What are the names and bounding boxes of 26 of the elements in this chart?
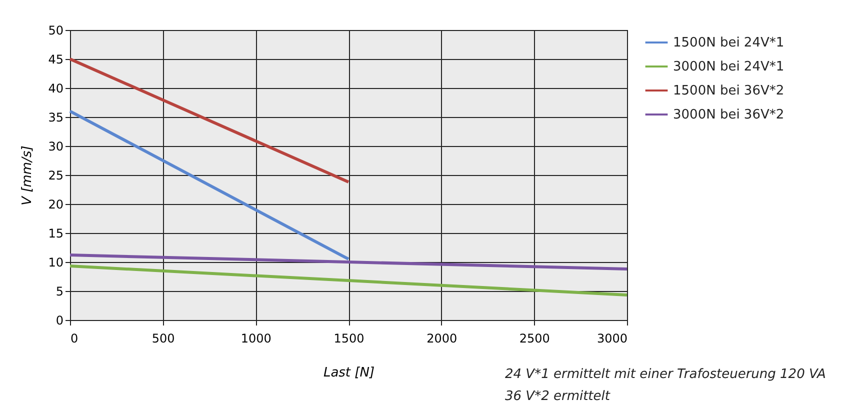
x-tick-label: 2500 [519, 332, 550, 346]
x-tick-label: 1000 [240, 332, 272, 346]
y-tick-label: 50 [48, 24, 64, 38]
legend-label: 3000N bei 24V*1 [673, 60, 784, 74]
y-tick-label: 25 [48, 168, 64, 182]
legend-label: 1500N bei 36V*2 [673, 84, 784, 98]
legend-label: 3000N bei 36V*2 [673, 108, 784, 122]
y-tick-label: 40 [48, 82, 64, 96]
x-tick-label: 2000 [426, 332, 458, 346]
text: 36 V*2 ermittelt [505, 389, 611, 404]
y-tick-label: 15 [48, 226, 64, 240]
text: 24 V*1 ermittelt mit einer Trafosteuerung 120 VA [505, 367, 826, 382]
y-tick-label: 45 [48, 52, 64, 66]
y-tick-label: 35 [48, 110, 64, 124]
x-axis-title: Last [N] [323, 366, 375, 380]
y-tick-label: 20 [48, 198, 64, 212]
x-tick-label: 3000 [596, 332, 628, 346]
y-tick-label: 10 [48, 256, 64, 270]
y-tick-label: 0 [56, 314, 64, 328]
legend-label: 1500N bei 24V*1 [673, 36, 784, 50]
y-tick-label: 30 [48, 140, 64, 154]
x-tick-label: 500 [152, 332, 175, 346]
y-tick-label: 5 [56, 284, 64, 298]
y-axis-title: V [mm/s] [20, 146, 36, 206]
x-tick-label: 1500 [334, 332, 364, 346]
x-tick-label: 0 [70, 332, 78, 346]
